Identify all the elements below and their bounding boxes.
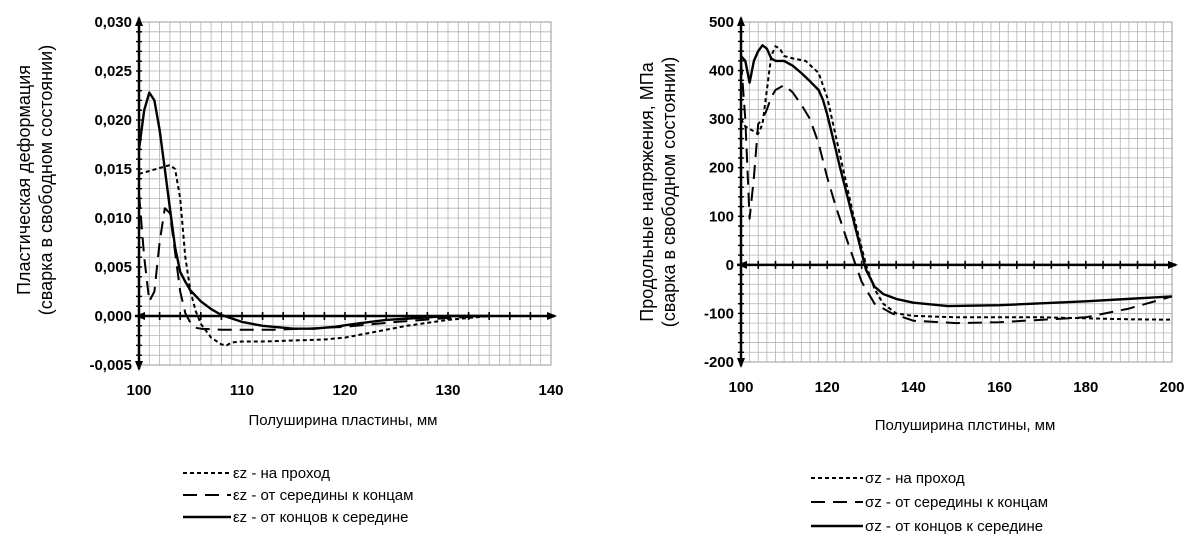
stress-y-tick-label: 300 bbox=[709, 111, 734, 128]
strain-chart-ylabel-line1: Пластическая деформация bbox=[14, 65, 34, 295]
stress-y-tick-label: -100 bbox=[704, 305, 734, 322]
strain-x-tick-label: 120 bbox=[332, 382, 357, 399]
strain-y-tick-label: 0,015 bbox=[94, 161, 132, 178]
stress-chart-legend: σz - на проход σz - от середины к концам σ… bbox=[811, 470, 1048, 535]
strain-chart-grid bbox=[138, 21, 552, 366]
strain-series-solid bbox=[137, 91, 490, 330]
stress-y-tick-label: 100 bbox=[709, 208, 734, 225]
stress-x-tick-label: 100 bbox=[728, 379, 753, 396]
legend-label: σz - от концов к середине bbox=[865, 518, 1043, 535]
strain-chart-curves bbox=[137, 91, 490, 347]
x-axis-arrow-right bbox=[1168, 260, 1178, 269]
stress-series-dotted bbox=[740, 45, 1173, 321]
stress-x-tick-label: 200 bbox=[1159, 379, 1184, 396]
stress-x-tick-label: 160 bbox=[987, 379, 1012, 396]
legend-label: εz - от концов к середине bbox=[233, 509, 409, 526]
stress-chart-y-tick-labels: -200 -100 0 100 200 300 400 500 bbox=[704, 14, 734, 371]
strain-x-tick-label: 140 bbox=[538, 382, 563, 399]
y-axis-arrow-down bbox=[135, 361, 143, 371]
stress-chart-ylabel-line1: Продольные напряжения, МПа bbox=[637, 61, 657, 321]
stress-series-solid bbox=[740, 44, 1173, 308]
stress-chart: -200 -100 0 100 200 300 400 500 100 120 140 160 180… bbox=[637, 14, 1185, 535]
stress-chart-xlabel: Полуширина плстины, мм bbox=[875, 417, 1056, 434]
strain-x-tick-label: 130 bbox=[435, 382, 460, 399]
strain-y-tick-label: 0,020 bbox=[94, 112, 132, 129]
legend-label: εz - от середины к концам bbox=[233, 487, 413, 504]
stress-y-tick-label: 200 bbox=[709, 160, 734, 177]
strain-chart-x-tick-labels: 100 110 120 130 140 bbox=[126, 382, 563, 399]
legend-label: σz - от середины к концам bbox=[865, 494, 1048, 511]
y-axis-arrow-down bbox=[737, 358, 745, 368]
stress-x-tick-label: 140 bbox=[901, 379, 926, 396]
stress-chart-axes bbox=[737, 16, 1178, 368]
stress-chart-ylabel-line2: (сварка в свободном состоянии) bbox=[659, 57, 679, 327]
strain-series-dotted bbox=[138, 164, 490, 347]
y-axis-arrow-up bbox=[135, 16, 143, 26]
strain-x-tick-label: 110 bbox=[230, 382, 254, 399]
x-axis-arrow-right bbox=[547, 312, 557, 320]
strain-y-tick-label: 0,000 bbox=[94, 308, 132, 325]
legend-label: εz - на проход bbox=[233, 465, 330, 482]
strain-x-tick-label: 100 bbox=[126, 382, 151, 399]
legend-label: σz - на проход bbox=[865, 470, 965, 487]
strain-y-tick-label: 0,010 bbox=[94, 210, 132, 227]
strain-y-tick-label: 0,030 bbox=[94, 14, 132, 31]
stress-x-tick-label: 180 bbox=[1073, 379, 1098, 396]
strain-y-tick-label: -0,005 bbox=[89, 357, 132, 374]
strain-chart-xlabel: Полуширина пластины, мм bbox=[249, 412, 438, 429]
stress-y-tick-label: 500 bbox=[709, 14, 734, 31]
stress-series-dashed bbox=[740, 60, 1173, 325]
stress-y-tick-label: -200 bbox=[704, 354, 734, 371]
strain-chart-ylabel-line2: (сварка в свободном состоянии) bbox=[36, 45, 56, 315]
strain-chart-axes bbox=[135, 16, 557, 371]
stress-chart-curves bbox=[740, 44, 1173, 325]
stress-chart-x-tick-labels: 100 120 140 160 180 200 bbox=[728, 379, 1184, 396]
strain-y-tick-label: 0,025 bbox=[94, 63, 132, 80]
strain-chart-legend: εz - на проход εz - от середины к концам ε… bbox=[183, 465, 413, 526]
stress-x-tick-label: 120 bbox=[815, 379, 840, 396]
stress-chart-grid bbox=[740, 21, 1173, 363]
y-axis-arrow-up bbox=[737, 16, 745, 26]
strain-y-tick-label: 0,005 bbox=[94, 259, 132, 276]
stress-y-tick-label: 400 bbox=[709, 63, 734, 80]
stress-y-tick-label: 0 bbox=[726, 257, 734, 274]
strain-chart: -0,005 0,000 0,005 0,010 0,015 0,020 0,025 0,03… bbox=[14, 14, 564, 526]
strain-chart-y-tick-labels: -0,005 0,000 0,005 0,010 0,015 0,020 0,025 0,03… bbox=[89, 14, 132, 374]
